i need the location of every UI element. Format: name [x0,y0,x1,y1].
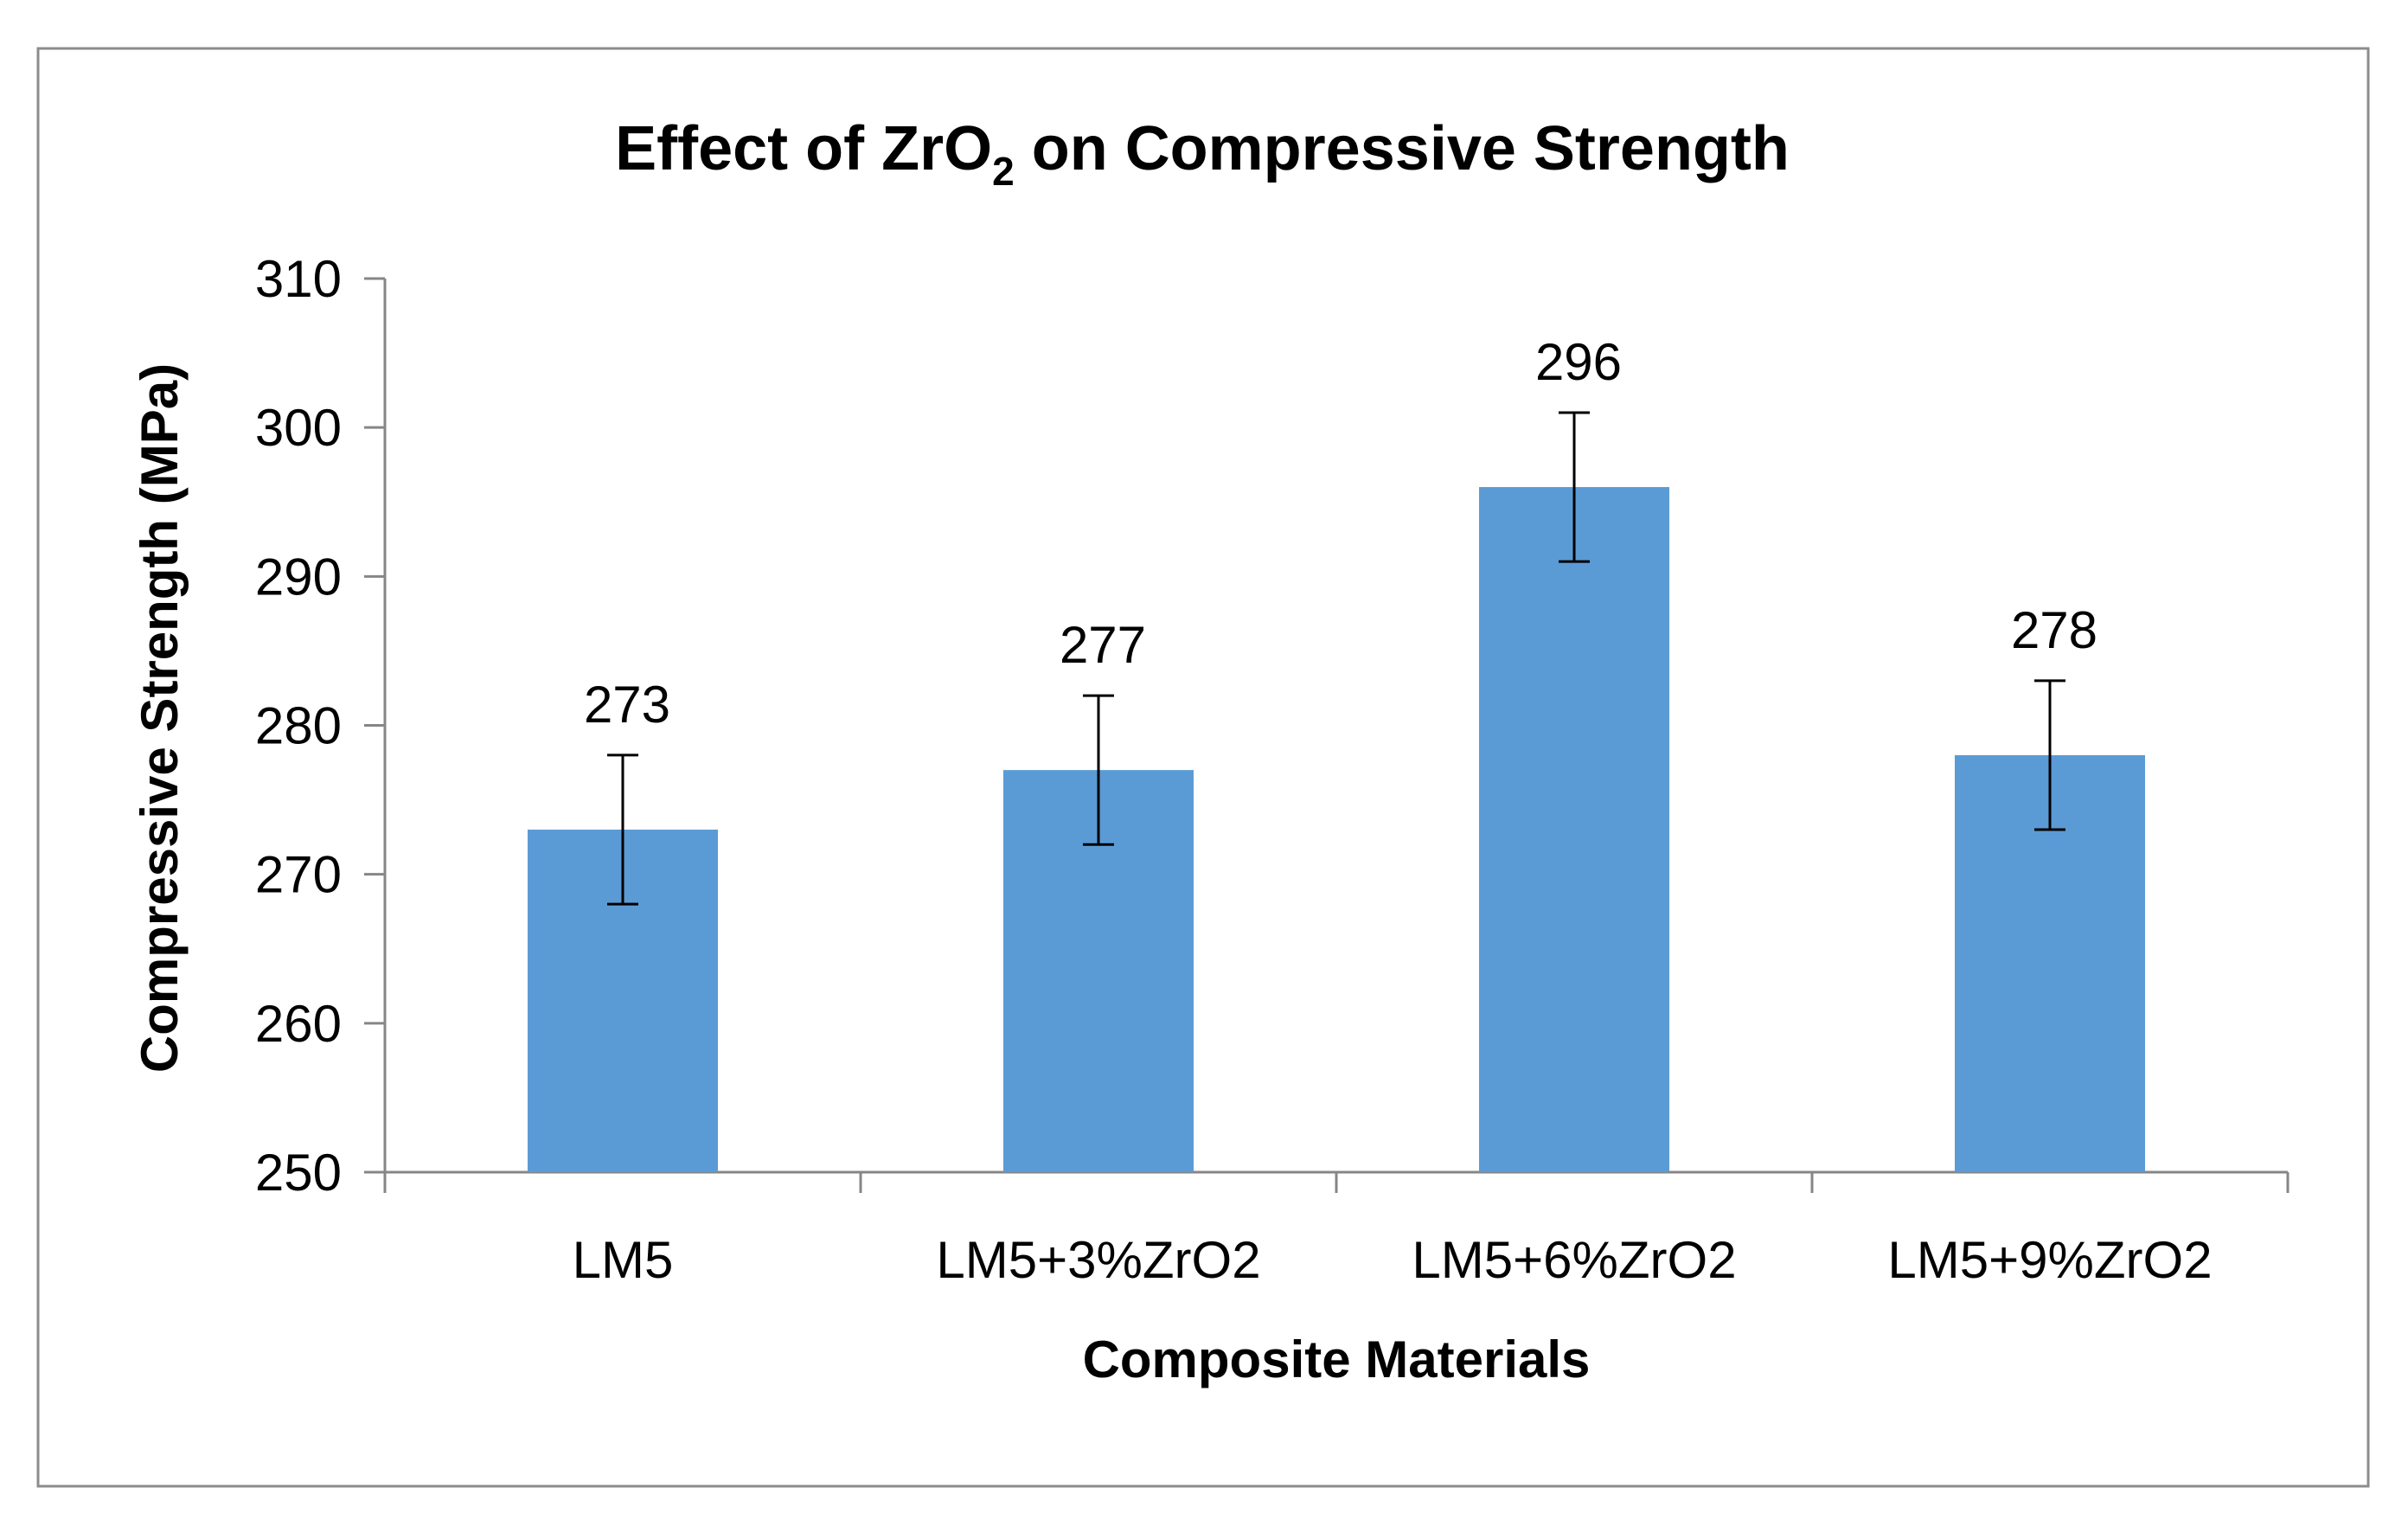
data-label: 278 [2011,601,2097,659]
x-category-label: LM5+6%ZrO2 [1412,1231,1736,1289]
y-tick-label: 270 [255,846,342,904]
x-category-label: LM5+9%ZrO2 [1887,1231,2212,1289]
data-label: 273 [584,676,670,734]
chart-title-subscript: 2 [992,149,1015,194]
y-axis-title: Compressive Strength (MPa) [131,363,189,1073]
data-label: 277 [1060,616,1146,674]
x-category-label: LM5+3%ZrO2 [936,1231,1260,1289]
plot-area: 250 260 270 280 290 300 310 273 LM5 277 LM5+3%ZrO2… [255,250,2290,1289]
chart-title-rest: on Compressive Strength [1015,114,1790,183]
y-tick-label: 260 [255,995,342,1053]
bar-lm5-6-zro2 [1479,487,1669,1172]
y-tick-label: 290 [255,548,342,606]
chart-title: Effect of ZrO2 on Compressive Strength [615,114,1790,194]
x-category-label: LM5 [573,1231,674,1289]
y-tick-label: 250 [255,1144,342,1202]
y-tick-label: 300 [255,399,342,457]
chart-title-main: Effect of ZrO [615,114,992,183]
x-axis-title: Composite Materials [1083,1330,1591,1388]
y-tick-label: 280 [255,697,342,755]
data-label: 296 [1535,333,1622,391]
y-tick-label: 310 [255,250,342,308]
